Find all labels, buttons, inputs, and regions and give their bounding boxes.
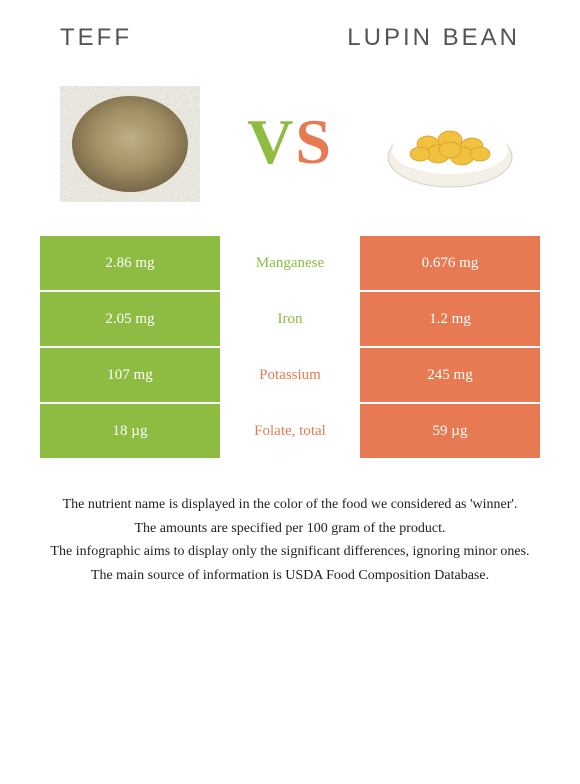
nutrient-table: 2.86 mgManganese0.676 mg2.05 mgIron1.2 m… bbox=[40, 236, 540, 460]
left-food-image bbox=[60, 72, 200, 212]
images-row: VS bbox=[40, 64, 540, 236]
right-value: 245 mg bbox=[360, 348, 540, 402]
footnote-line: The infographic aims to display only the… bbox=[40, 541, 540, 563]
right-value: 0.676 mg bbox=[360, 236, 540, 290]
infographic-container: Teff Lupin Bean VS bbox=[0, 0, 580, 613]
footnote-line: The amounts are specified per 100 gram o… bbox=[40, 518, 540, 540]
vs-label: VS bbox=[247, 105, 333, 179]
footnote-line: The main source of information is USDA F… bbox=[40, 565, 540, 587]
right-food-title: Lupin Bean bbox=[347, 24, 520, 52]
right-value: 1.2 mg bbox=[360, 292, 540, 346]
footnote-line: The nutrient name is displayed in the co… bbox=[40, 494, 540, 516]
nutrient-label: Potassium bbox=[220, 348, 360, 402]
table-row: 2.86 mgManganese0.676 mg bbox=[40, 236, 540, 292]
table-row: 18 µgFolate, total59 µg bbox=[40, 404, 540, 460]
left-value: 18 µg bbox=[40, 404, 220, 458]
left-value: 107 mg bbox=[40, 348, 220, 402]
right-value: 59 µg bbox=[360, 404, 540, 458]
header-row: Teff Lupin Bean bbox=[40, 24, 540, 64]
left-food-title: Teff bbox=[60, 24, 132, 52]
vs-v: V bbox=[247, 106, 295, 177]
nutrient-label: Folate, total bbox=[220, 404, 360, 458]
left-value: 2.05 mg bbox=[40, 292, 220, 346]
nutrient-label: Manganese bbox=[220, 236, 360, 290]
footnotes: The nutrient name is displayed in the co… bbox=[40, 460, 540, 587]
table-row: 2.05 mgIron1.2 mg bbox=[40, 292, 540, 348]
vs-s: S bbox=[295, 106, 333, 177]
nutrient-label: Iron bbox=[220, 292, 360, 346]
left-value: 2.86 mg bbox=[40, 236, 220, 290]
table-row: 107 mgPotassium245 mg bbox=[40, 348, 540, 404]
right-food-image bbox=[380, 72, 520, 212]
